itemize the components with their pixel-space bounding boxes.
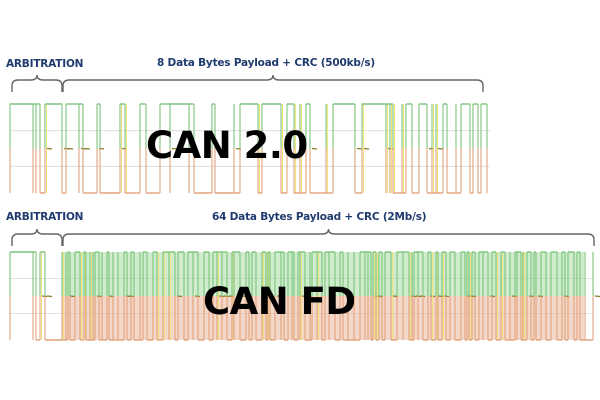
can20-title: CAN 2.0	[146, 124, 308, 167]
can20-waveform	[9, 74, 490, 194]
can20-arbitration-label: ARBITRATION	[6, 58, 84, 70]
can20-payload-label: 8 Data Bytes Payload + CRC (500kb/s)	[157, 57, 376, 69]
canfd-title: CAN FD	[203, 280, 356, 323]
canfd-arbitration-label: ARBITRATION	[6, 211, 84, 223]
can20-panel: ARBITRATION 8 Data Bytes Payload + CRC (…	[6, 57, 490, 194]
canfd-payload-label: 64 Data Bytes Payload + CRC (2Mb/s)	[212, 211, 427, 223]
